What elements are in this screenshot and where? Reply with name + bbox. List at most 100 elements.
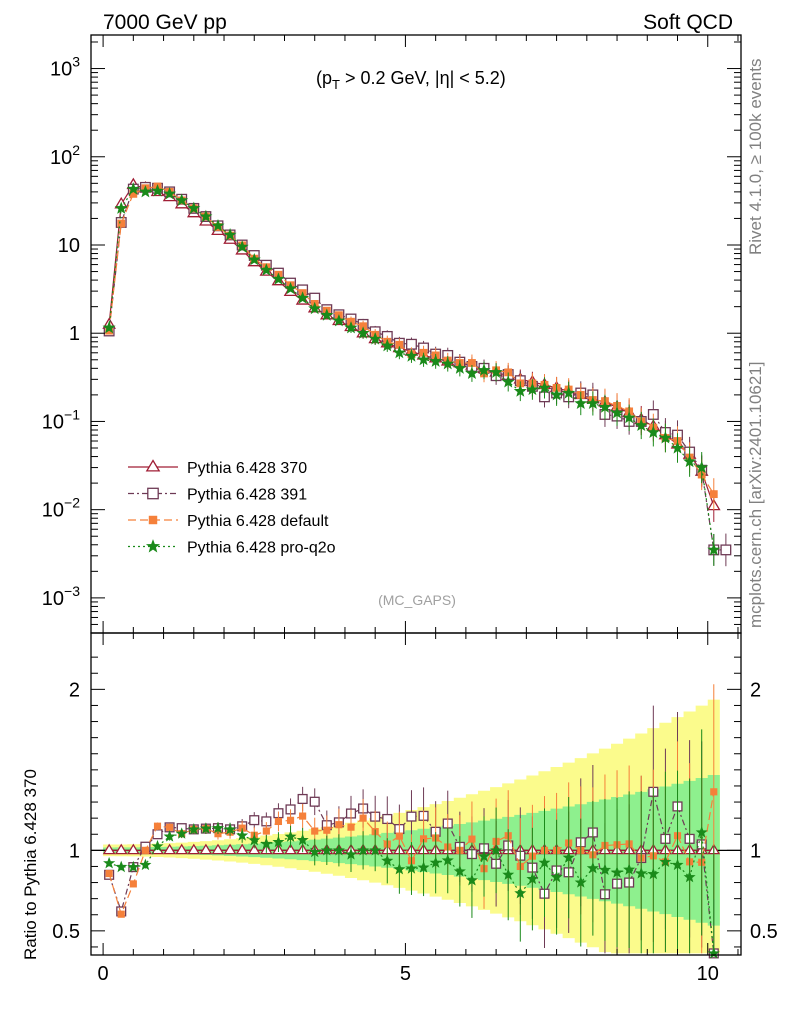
data-point: [707, 543, 721, 556]
ratio-point: [453, 865, 466, 877]
ratio-point: [260, 837, 273, 850]
data-point: [126, 182, 140, 195]
ratio-point: [129, 880, 137, 888]
ratio-point: [211, 843, 225, 855]
data-point: [550, 388, 564, 401]
ratio-point: [710, 788, 718, 796]
data-point: [622, 410, 636, 424]
ratio-point: [151, 839, 164, 852]
data-point: [187, 201, 201, 214]
ratio-y-tick-label: 1: [69, 840, 80, 862]
data-point: [695, 460, 709, 474]
ratio-point: [175, 843, 189, 855]
ratio-point: [236, 829, 249, 841]
ratio-point: [223, 843, 237, 855]
ratio-y-tick-label-right: 2: [750, 679, 761, 701]
data-point: [283, 281, 298, 295]
legend-label: Pythia 6.428 default: [187, 513, 329, 530]
analysis-watermark: (MC_GAPS): [378, 592, 456, 608]
ratio-point: [274, 817, 283, 826]
ratio-point: [199, 843, 213, 855]
ratio-point: [623, 863, 636, 875]
legend-item-0: Pythia 6.428 370: [128, 459, 307, 477]
ratio-point: [550, 870, 563, 883]
data-point: [504, 368, 513, 377]
ratio-point: [359, 814, 367, 822]
data-point: [117, 219, 126, 228]
data-point: [513, 384, 527, 397]
ratio-point: [381, 854, 394, 867]
ratio-series-3: [103, 729, 720, 959]
y-tick-label: 10−2: [42, 495, 80, 522]
data-point: [320, 308, 334, 321]
data-point: [129, 189, 138, 198]
data-point: [259, 263, 273, 276]
data-point: [114, 201, 128, 214]
data-point: [392, 345, 406, 359]
y-tick-label: 102: [50, 142, 80, 169]
ratio-point: [211, 821, 225, 834]
ratio-point: [297, 793, 308, 805]
data-point: [598, 400, 612, 413]
data-point: [670, 441, 685, 454]
data-point: [308, 301, 322, 315]
ratio-point: [332, 844, 345, 856]
x-tick-label: 0: [98, 963, 109, 985]
data-point: [150, 184, 165, 197]
ratio-point: [610, 866, 624, 878]
data-point: [610, 406, 624, 419]
data-point: [646, 425, 660, 438]
ratio-point: [175, 827, 188, 839]
ratio-point: [199, 822, 212, 834]
ratio-point: [465, 873, 479, 886]
data-point: [525, 382, 539, 396]
data-point: [453, 361, 467, 374]
data-point: [356, 326, 370, 339]
series-3: [102, 182, 721, 566]
ratio-point: [115, 860, 128, 873]
data-point: [586, 396, 600, 409]
ratio-point: [406, 811, 417, 822]
data-point: [175, 193, 189, 207]
ratio-point: [238, 824, 246, 832]
y-tick-label: 10−3: [42, 583, 80, 610]
data-point: [709, 490, 718, 499]
ratio-point: [357, 844, 370, 856]
ratio-point: [395, 832, 403, 840]
plot-frames: [90, 34, 742, 956]
ratio-point: [477, 850, 491, 862]
process-label: Soft QCD: [643, 11, 733, 34]
ratio-y-tick-label-right: 1: [750, 840, 761, 862]
y-tick-label: 10: [58, 235, 80, 257]
ratio-point: [344, 848, 358, 860]
legend-item-3: Pythia 6.428 pro-q2o: [128, 539, 336, 557]
ratio-point: [320, 844, 333, 856]
ratio-point: [163, 830, 176, 842]
data-point: [683, 454, 697, 468]
ratio-point: [635, 867, 648, 879]
ratio-point: [248, 833, 261, 846]
y-tick-label: 1: [69, 323, 80, 345]
data-point: [537, 381, 552, 394]
ratio-point: [105, 869, 113, 878]
data-point: [658, 431, 672, 444]
x-tick-label: 5: [400, 963, 411, 985]
legend-marker: [148, 515, 158, 525]
ratio-point: [126, 843, 140, 855]
ratio-line-2: [108, 791, 715, 917]
ratio-point: [538, 856, 551, 868]
legend-marker: [147, 487, 159, 500]
legend-marker: [145, 539, 161, 553]
ratio-point: [262, 827, 270, 835]
data-point: [395, 340, 404, 349]
data-point: [359, 322, 367, 331]
x-tick-label: 10: [697, 963, 719, 985]
ratio-point: [249, 815, 260, 826]
data-point: [368, 332, 382, 345]
data-point: [199, 209, 213, 223]
data-point: [634, 418, 648, 431]
ratio-point: [187, 823, 200, 835]
ratio-point: [468, 835, 476, 843]
y-tick-label: 103: [50, 54, 80, 81]
